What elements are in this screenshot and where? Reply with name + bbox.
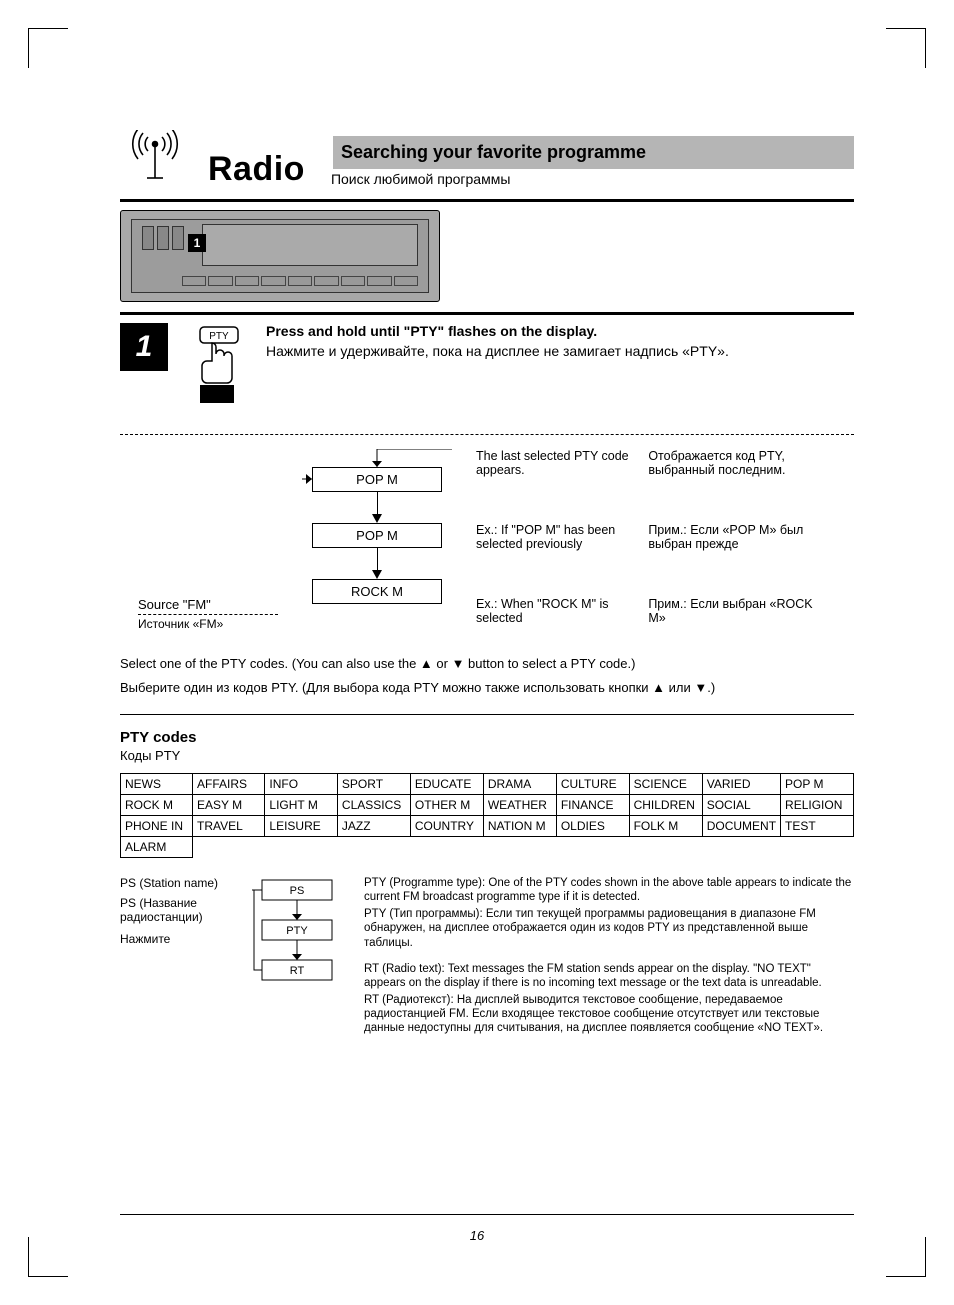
body-en: Select one of the PTY codes. (You can al… [120,655,854,673]
antenna-icon [120,130,190,189]
step-text-en: Press and hold until "PTY" flashes on th… [266,323,854,339]
ps-flow: PS PTY RT [252,876,342,1026]
callout-1: 1 [188,234,206,252]
section-title: Radio [208,150,305,189]
pty-heading-ru: Коды PTY [120,748,854,763]
crop-mark [28,28,68,68]
page-number: 16 [0,1228,954,1243]
footer-divider [120,1214,854,1215]
table-row: ALARM [121,837,854,858]
pty-table: NEWS AFFAIRS INFO SPORT EDUCATE DRAMA CU… [120,773,854,858]
svg-text:PS: PS [290,885,305,897]
flow-desc3-en: Ex.: When "ROCK M" is selected [476,597,609,625]
flow-desc2-en: Ex.: If "POP M" has been selected previo… [476,523,615,551]
body-ru: Выберите один из кодов PTY. (Для выбора … [120,679,854,697]
flow-desc3-ru: Прим.: Если выбран «ROCK M» [648,597,812,625]
pty-heading-en: PTY codes [120,729,854,746]
svg-text:PTY: PTY [286,925,308,937]
table-row: ROCK M EASY M LIGHT M CLASSICS OTHER M W… [121,795,854,816]
flow-source-ru: Источник «FM» [138,617,278,631]
flow-source-en: Source "FM" [138,597,278,615]
ps-rt-ru: RT (Радиотекст): На дисплей выводится те… [364,993,854,1036]
divider [120,714,854,715]
press-hold-icon: PTY [186,325,248,412]
table-row: PHONE IN TRAVEL LEISURE JAZZ COUNTRY NAT… [121,816,854,837]
step-number: 1 [120,323,168,371]
flow-connectors [302,449,452,689]
flow-desc1-en: The last selected PTY code appears. [476,449,629,477]
ps-pty-ru: PTY (Тип программы): Если тип текущей пр… [364,907,854,950]
crop-mark [886,28,926,68]
ps-rt-en: RT (Radio text): Text messages the FM st… [364,962,854,991]
flow-desc2-ru: Прим.: Если «POP M» был выбран прежде [648,523,803,551]
step-text-ru: Нажмите и удерживайте, пока на дисплее н… [266,343,854,359]
ps-labels: PS (Station name) PS (Название радиостан… [120,876,230,952]
table-row: NEWS AFFAIRS INFO SPORT EDUCATE DRAMA CU… [121,774,854,795]
pty-button-label: PTY [209,331,229,342]
ps-pty-en: PTY (Programme type): One of the PTY cod… [364,876,854,905]
dashed-divider [120,434,854,435]
divider [120,199,854,202]
divider [120,312,854,315]
subtitle-ru: Поиск любимой программы [323,169,854,189]
crop-mark [886,1237,926,1277]
crop-mark [28,1237,68,1277]
device-illustration: 1 [120,210,440,302]
subtitle-en: Searching your favorite programme [333,136,854,169]
flow-desc1-ru: Отображается код PTY, выбранный последни… [648,449,785,477]
svg-text:RT: RT [290,965,305,977]
